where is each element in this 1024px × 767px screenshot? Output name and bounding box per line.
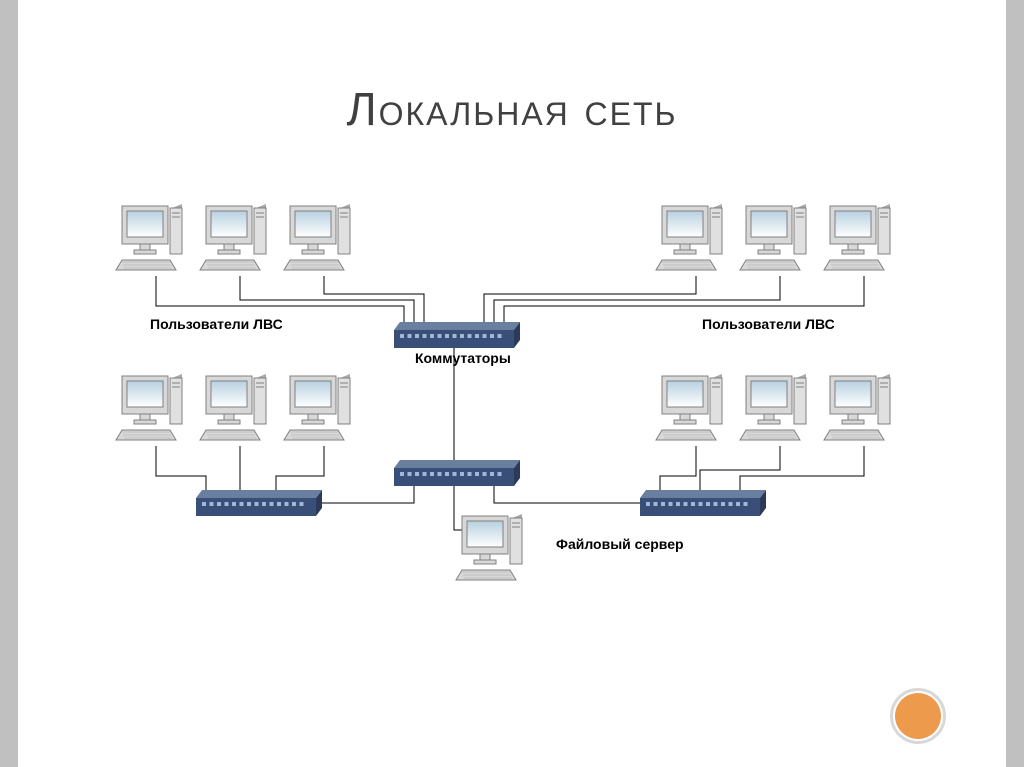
computer-icon — [116, 204, 182, 270]
computer-icon — [456, 514, 522, 580]
label-switches: Коммутаторы — [415, 350, 511, 366]
computer-icon — [824, 204, 890, 270]
computer-icon — [656, 374, 722, 440]
computer-icon — [740, 374, 806, 440]
computer-icon — [740, 204, 806, 270]
switch-icon — [394, 322, 520, 348]
label-file-server: Файловый сервер — [556, 536, 684, 552]
label-users-left: Пользователи ЛВС — [150, 316, 283, 332]
switch-icon — [640, 490, 766, 516]
computer-icon — [284, 374, 350, 440]
computer-icon — [824, 374, 890, 440]
switch-icon — [196, 490, 322, 516]
computer-icon — [284, 204, 350, 270]
computer-icon — [116, 374, 182, 440]
computer-icon — [200, 204, 266, 270]
computer-icon — [200, 374, 266, 440]
computer-icon — [656, 204, 722, 270]
network-diagram — [0, 0, 1024, 767]
label-users-right: Пользователи ЛВС — [702, 316, 835, 332]
accent-circle-icon — [895, 693, 941, 739]
switch-icon — [394, 460, 520, 486]
